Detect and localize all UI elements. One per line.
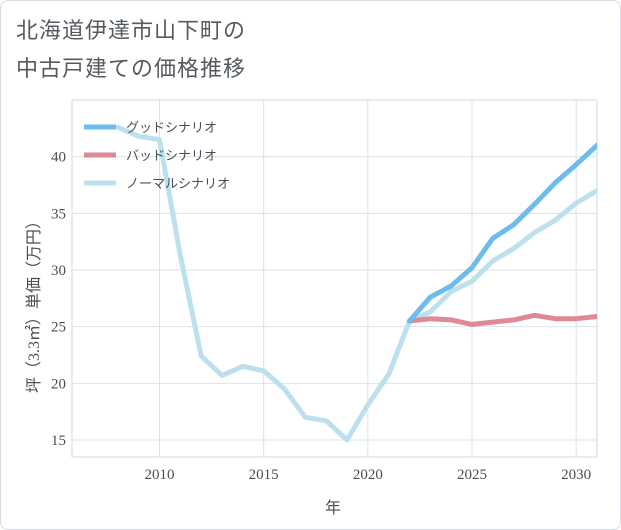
chart-title: 北海道伊達市山下町の 中古戸建ての価格推移 [16,13,246,89]
legend-label: バッドシナリオ [126,148,217,163]
x-tick-label: 2025 [457,467,487,483]
legend-label: ノーマルシナリオ [126,176,230,191]
y-tick-label: 15 [51,433,66,449]
legend-label: グッドシナリオ [126,120,217,135]
series-line-0 [407,142,597,324]
y-axis-label: 坪（3.3㎡）単価（万円） [25,213,43,393]
grid-lines [71,99,598,458]
plot-area [71,99,598,458]
series-line-2 [115,124,597,443]
x-tick-label: 2020 [353,467,383,483]
series-line-1 [407,312,597,327]
y-tick-label: 40 [51,150,66,166]
x-tick-label: 2015 [249,467,279,483]
y-tick-label: 20 [51,376,66,392]
y-tick-label: 30 [51,263,66,279]
series-lines [115,124,597,443]
chart-title-line-1: 北海道伊達市山下町の [16,19,247,44]
x-axis-label: 年 [325,499,341,517]
x-tick-label: 2010 [145,467,175,483]
y-tick-label: 35 [51,206,66,222]
chart-title-line-2: 中古戸建ての価格推移 [16,57,247,82]
x-tick-label: 2030 [561,467,591,483]
y-tick-label: 25 [51,320,66,336]
